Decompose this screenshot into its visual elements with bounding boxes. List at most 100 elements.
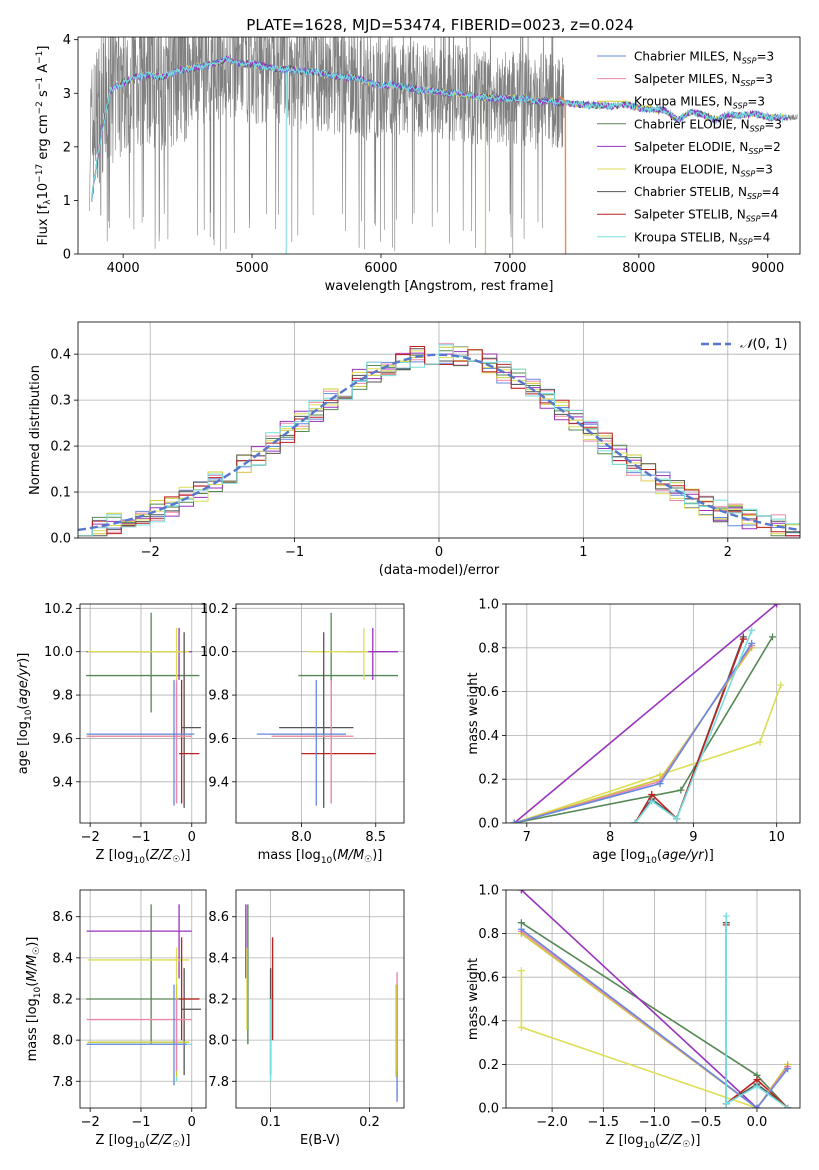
model-edge-line: [558, 95, 567, 254]
axes-mass-vs-extinction: 0.1 0.2 7.8 8.0 8.2 8.4 8.6: [208, 910, 379, 1130]
y-tick-label: 0.2: [478, 1058, 499, 1073]
point-kroupa-stelib-0: [722, 912, 730, 920]
point-salpeter-elodie-0: [517, 890, 525, 894]
x-tick-label: −1: [131, 1115, 150, 1130]
y-tick-label: 8.6: [208, 910, 229, 925]
plot-area-residual-histogram: [78, 322, 800, 538]
y-tick-label: 9.4: [52, 775, 73, 790]
series-line-kroupa-miles: [520, 932, 789, 1108]
y-axis-label: mass weight: [466, 958, 481, 1040]
y-tick-label: 8.0: [52, 1034, 73, 1049]
series-line-kroupa-stelib: [725, 916, 789, 1108]
x-axis-label: E(B-V): [300, 1133, 340, 1148]
axes-age-vs-metallicity: −2 −1 0 9.4 9.6 9.8 10.0 10.2: [44, 602, 196, 845]
axes-frame: [235, 603, 405, 824]
x-tick-label: 10: [768, 830, 785, 845]
x-tick-label: 0.2: [359, 1115, 380, 1130]
axes-residual-histogram: −2 −1 0 1 2 0.0 0.1 0.2 0.3 0.4: [50, 348, 732, 560]
y-tick-label: 8.2: [208, 993, 229, 1008]
x-axis-label: (data-model)/error: [379, 563, 500, 578]
legend-label-salpeter-miles-n-ssp-3: Salpeter MILES, NSSP=3: [634, 72, 773, 88]
plot-area-mass-vs-metallicity: [80, 890, 206, 1108]
y-tick-label: 10.2: [200, 602, 229, 617]
legend-label-kroupa-elodie-n-ssp-3: Kroupa ELODIE, NSSP=3: [634, 163, 773, 179]
y-axis-label: Normed distribution: [28, 365, 43, 495]
x-tick-label: 9: [689, 830, 697, 845]
legend-label-normal: 𝒩(0, 1): [740, 337, 787, 352]
axes-mass-vs-metallicity: −2 −1 0 7.8 8.0 8.2 8.4 8.6: [52, 910, 196, 1130]
legend-label-chabrier-elodie-n-ssp-3: Chabrier ELODIE, NSSP=3: [634, 117, 782, 133]
point-kroupa-stelib-3: [784, 1104, 792, 1108]
x-tick-label: 7000: [493, 261, 526, 276]
y-axis-label: age [log10(age/yr)]: [16, 653, 34, 775]
point-chabrier-miles-2: [748, 639, 756, 647]
x-tick-label: 1: [579, 545, 587, 560]
axes-frame: [79, 889, 207, 1109]
y-tick-label: 9.8: [52, 689, 73, 704]
y-tick-label: 1.0: [478, 598, 499, 613]
x-axis-label: age [log10(age/yr)]: [592, 848, 714, 866]
x-tick-label: −1: [131, 830, 150, 845]
x-tick-label: −2: [141, 545, 160, 560]
x-tick-label: 6000: [364, 261, 397, 276]
normal-distribution-curve: [78, 353, 800, 532]
axes-frame: [505, 603, 801, 824]
panel-residual-histogram: −2 −1 0 1 2 0.0 0.1 0.2 0.3 0.4 (data-model)/error…: [28, 321, 801, 578]
model-line-kroupa-stelib: [90, 55, 788, 203]
y-tick-label: 0.8: [478, 641, 499, 656]
y-tick-label: 0.6: [478, 971, 499, 986]
x-tick-label: −2: [81, 1115, 100, 1130]
point-chabrier-elodie-2: [769, 633, 777, 641]
point-kroupa-elodie-1: [517, 1023, 525, 1031]
figure-title: PLATE=1628, MJD=53474, FIBERID=0023, z=0…: [246, 16, 633, 34]
y-tick-label: 0.0: [50, 532, 71, 547]
axes-mass-weight-vs-metallicity: −2.0 −1.5 −1.0 −0.5 0.0 0.0 0.2 0.4 0.6 0.8 1.0: [478, 884, 767, 1131]
point-kroupa-elodie-3: [777, 681, 785, 689]
point-kroupa-stelib-2: [753, 1082, 761, 1090]
point-kroupa-elodie-0: [517, 967, 525, 975]
y-tick-label: 8.4: [52, 951, 73, 966]
y-tick-label: 1: [63, 194, 71, 209]
point-salpeter-stelib-2: [753, 1076, 761, 1084]
x-tick-label: 8.0: [291, 830, 312, 845]
x-tick-label: −1: [285, 545, 304, 560]
y-tick-label: 7.8: [208, 1075, 229, 1090]
panel-mass-weight-vs-age: 7 8 9 10 0.0 0.2 0.4 0.6 0.8 1.0 mass weight age [l…: [466, 598, 801, 866]
point-chabrier-elodie-0: [517, 919, 525, 927]
point-kroupa-elodie-2: [756, 738, 764, 746]
y-tick-label: 8.4: [208, 951, 229, 966]
y-tick-label: 0.0: [478, 817, 499, 832]
panel-spectrum: 4000 5000 6000 7000 8000 9000 0 1 2 3 4 wavelength …: [35, 33, 801, 294]
x-tick-label: 0.1: [260, 1115, 281, 1130]
x-tick-label: 8000: [622, 261, 655, 276]
x-tick-label: 4000: [107, 261, 140, 276]
point-chabrier-miles-0: [517, 925, 525, 933]
y-tick-label: 7.8: [52, 1075, 73, 1090]
point-chabrier-elodie-1: [677, 786, 685, 794]
y-tick-label: 0.1: [50, 486, 71, 501]
x-tick-label: 7: [523, 830, 531, 845]
point-salpeter-stelib-1: [648, 791, 656, 799]
axes-frame: [235, 889, 405, 1109]
point-salpeter-elodie-1: [773, 604, 781, 608]
y-tick-label: 8.0: [208, 1034, 229, 1049]
series-line-salpeter-stelib: [634, 638, 745, 823]
legend: 𝒩(0, 1): [701, 337, 787, 352]
panel-age-vs-metallicity: −2 −1 0 9.4 9.6 9.8 10.0 10.2 age [log10(age/yr)…: [16, 602, 207, 866]
series-line-salpeter-miles: [514, 645, 753, 823]
panel-mass-vs-extinction: 0.1 0.2 7.8 8.0 8.2 8.4 8.6 E(B-V): [208, 889, 405, 1148]
plot-area-mass-vs-extinction: [236, 890, 404, 1108]
y-axis-label: mass weight: [466, 672, 481, 754]
axes-frame: [77, 36, 801, 255]
x-tick-label: 8.5: [365, 830, 386, 845]
y-tick-label: 0.4: [478, 729, 499, 744]
axes-frame: [505, 889, 801, 1109]
plot-area-spectrum: [89, 37, 798, 254]
plot-area-mass-weight-vs-metallicity: [506, 890, 800, 1108]
y-axis-label: mass [log10(M/M☉)]: [25, 937, 43, 1062]
x-tick-label: 0.0: [747, 1115, 768, 1130]
y-tick-label: 8.6: [52, 910, 73, 925]
series-line-salpeter-elodie: [513, 604, 778, 823]
y-tick-label: 1.0: [478, 884, 499, 899]
